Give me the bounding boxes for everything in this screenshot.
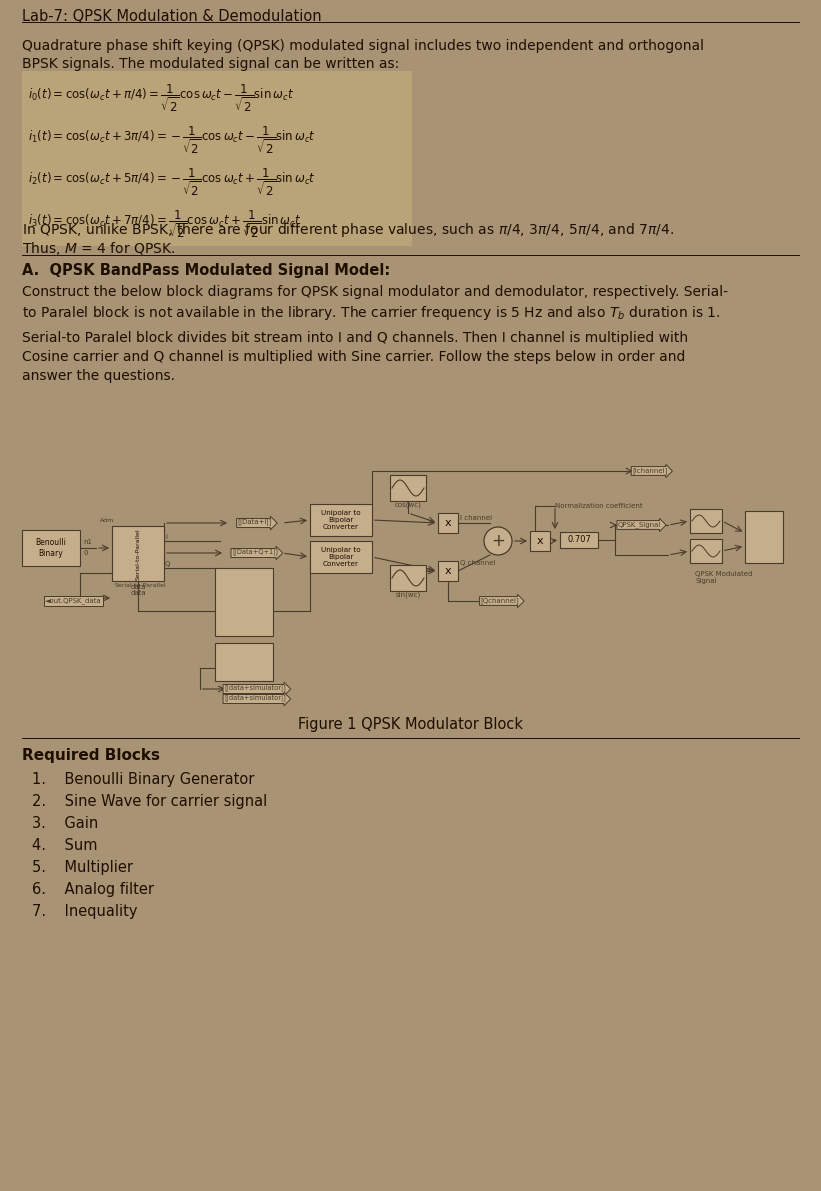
Text: x: x: [537, 536, 544, 545]
Text: Thus, $M$ = 4 for QPSK.: Thus, $M$ = 4 for QPSK.: [22, 241, 176, 257]
Text: $i_0(t)=\cos(\omega_c t+\pi/4)=\dfrac{1}{\sqrt{2}}\cos\omega_c t-\dfrac{1}{\sqrt: $i_0(t)=\cos(\omega_c t+\pi/4)=\dfrac{1}…: [28, 83, 294, 114]
Text: Figure 1 QPSK Modulator Block: Figure 1 QPSK Modulator Block: [299, 717, 524, 732]
Text: [Qchannel]: [Qchannel]: [480, 598, 520, 604]
FancyBboxPatch shape: [530, 531, 550, 551]
Text: Q channel: Q channel: [460, 560, 496, 566]
Text: $i_3(t)=\cos(\omega_c t+7\pi/4)=\dfrac{1}{\sqrt{2}}\cos\omega_c t+\dfrac{1}{\sqr: $i_3(t)=\cos(\omega_c t+7\pi/4)=\dfrac{1…: [28, 208, 301, 241]
Text: $i_2(t)=\cos(\omega_c t+5\pi/4)=-\dfrac{1}{\sqrt{2}}\cos\omega_c t+\dfrac{1}{\sq: $i_2(t)=\cos(\omega_c t+5\pi/4)=-\dfrac{…: [28, 167, 316, 199]
FancyBboxPatch shape: [438, 561, 458, 581]
Text: Unipolar to
Bipolar
Converter: Unipolar to Bipolar Converter: [321, 547, 360, 567]
FancyBboxPatch shape: [390, 565, 426, 591]
FancyBboxPatch shape: [438, 513, 458, 534]
Text: Cosine carrier and Q channel is multiplied with Sine carrier. Follow the steps b: Cosine carrier and Q channel is multipli…: [22, 350, 686, 364]
Text: [|Data+I|]: [|Data+I|]: [238, 519, 273, 526]
Text: Benoulli
Binary: Benoulli Binary: [35, 538, 67, 557]
Text: Unipolar to
Bipolar
Converter: Unipolar to Bipolar Converter: [321, 510, 360, 530]
FancyBboxPatch shape: [215, 643, 273, 681]
Text: 4.    Sum: 4. Sum: [32, 838, 98, 853]
FancyBboxPatch shape: [390, 475, 426, 501]
Text: A.  QPSK BandPass Modulated Signal Model:: A. QPSK BandPass Modulated Signal Model:: [22, 263, 390, 278]
Text: In QPSK, unlike BPSK, there are four different phase values, such as $\pi/4$, $3: In QPSK, unlike BPSK, there are four dif…: [22, 222, 674, 239]
Text: Adm: Adm: [100, 518, 114, 523]
FancyBboxPatch shape: [690, 509, 722, 534]
Text: $i_1(t)=\cos(\omega_c t+3\pi/4)=-\dfrac{1}{\sqrt{2}}\cos\omega_c t-\dfrac{1}{\sq: $i_1(t)=\cos(\omega_c t+3\pi/4)=-\dfrac{…: [28, 125, 316, 156]
Text: [Ichannel]: [Ichannel]: [632, 468, 667, 474]
FancyBboxPatch shape: [310, 541, 372, 573]
Text: x: x: [445, 518, 452, 528]
Text: x: x: [445, 566, 452, 576]
Text: answer the questions.: answer the questions.: [22, 369, 175, 384]
Text: n1: n1: [83, 540, 92, 545]
Text: Serial-to Paralel block divides bit stream into I and Q channels. Then I channel: Serial-to Paralel block divides bit stre…: [22, 331, 688, 345]
Text: to Paralel block is not available in the library. The carrier frequency is 5 Hz : to Paralel block is not available in the…: [22, 304, 721, 322]
Text: [|data+simulator|]: [|data+simulator|]: [224, 686, 286, 692]
Text: Serial-to-Parallel: Serial-to-Parallel: [135, 528, 140, 580]
Text: ◄out.QPSK_data: ◄out.QPSK_data: [45, 598, 102, 604]
Text: Normalization coefficient: Normalization coefficient: [555, 503, 643, 509]
Text: cos(wc): cos(wc): [395, 501, 421, 509]
Text: 2.    Sine Wave for carrier signal: 2. Sine Wave for carrier signal: [32, 794, 268, 809]
Text: 0: 0: [83, 550, 88, 556]
Text: 3.    Gain: 3. Gain: [32, 816, 99, 831]
Text: 6.    Analog filter: 6. Analog filter: [32, 883, 154, 897]
Text: sin(wc): sin(wc): [396, 592, 420, 599]
Text: 5.    Multiplier: 5. Multiplier: [32, 860, 133, 875]
Text: [|Data+Q+1|]: [|Data+Q+1|]: [232, 549, 278, 556]
Text: QPSK_Signal: QPSK_Signal: [618, 522, 662, 529]
Text: Q: Q: [165, 561, 171, 567]
FancyBboxPatch shape: [22, 530, 80, 566]
Text: Construct the below block diagrams for QPSK signal modulator and demodulator, re: Construct the below block diagrams for Q…: [22, 285, 728, 299]
FancyBboxPatch shape: [22, 71, 412, 247]
Text: Serial-to-Parallel: Serial-to-Parallel: [115, 584, 167, 588]
Text: 7.    Inequality: 7. Inequality: [32, 904, 137, 919]
FancyBboxPatch shape: [215, 568, 273, 636]
Text: Lab-7: QPSK Modulation & Demodulation: Lab-7: QPSK Modulation & Demodulation: [22, 10, 322, 24]
Circle shape: [484, 526, 512, 555]
FancyBboxPatch shape: [745, 511, 783, 563]
Text: Quadrature phase shift keying (QPSK) modulated signal includes two independent a: Quadrature phase shift keying (QPSK) mod…: [22, 39, 704, 54]
Text: BPSK signals. The modulated signal can be written as:: BPSK signals. The modulated signal can b…: [22, 57, 399, 71]
Text: Required Blocks: Required Blocks: [22, 748, 160, 763]
FancyBboxPatch shape: [310, 504, 372, 536]
Text: I: I: [165, 534, 167, 540]
FancyBboxPatch shape: [112, 526, 164, 581]
Text: 0.707: 0.707: [567, 536, 591, 544]
Text: 1.    Benoulli Binary Generator: 1. Benoulli Binary Generator: [32, 772, 255, 787]
Text: data: data: [131, 584, 146, 590]
Text: I channel: I channel: [460, 515, 492, 520]
Text: +: +: [491, 532, 505, 550]
Text: QPSK Modulated
Signal: QPSK Modulated Signal: [695, 570, 752, 584]
Text: [|data+simulator|]: [|data+simulator|]: [224, 696, 286, 703]
FancyBboxPatch shape: [690, 540, 722, 563]
Text: data: data: [131, 590, 146, 596]
FancyBboxPatch shape: [560, 532, 598, 548]
